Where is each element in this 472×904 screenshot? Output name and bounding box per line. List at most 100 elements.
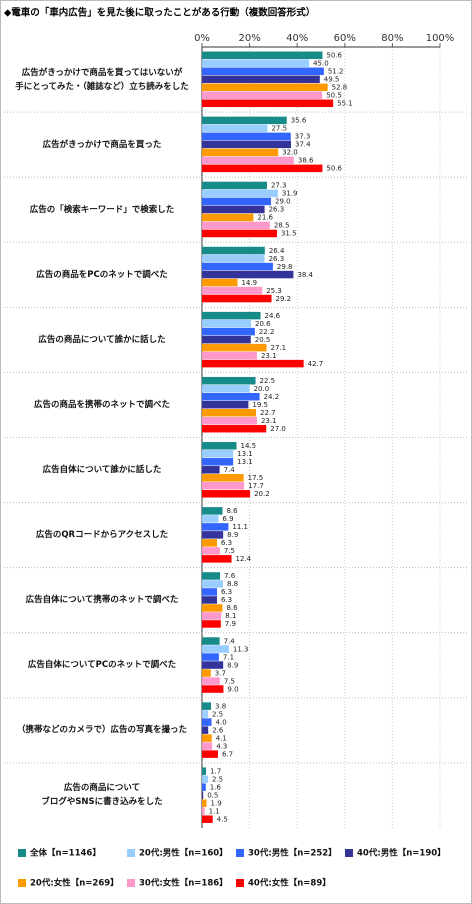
value-label: 12.4 <box>236 555 252 563</box>
value-label: 50.6 <box>326 52 342 60</box>
legend-label: 30代:男性【n=252】 <box>248 848 337 859</box>
bar <box>202 213 254 222</box>
category-label: 広告自体について携帯のネットで調べた <box>25 595 179 606</box>
value-label: 17.7 <box>248 482 264 490</box>
category-label: 広告がきっかけで商品を買った <box>42 139 162 150</box>
bar <box>202 335 251 344</box>
bar <box>202 596 217 604</box>
value-label: 7.6 <box>224 572 236 580</box>
value-label: 50.5 <box>326 92 342 100</box>
bar <box>202 677 220 685</box>
legend-swatch <box>127 879 135 887</box>
value-label: 37.3 <box>295 133 311 141</box>
legend-label: 30代:女性【n=186】 <box>139 878 228 889</box>
value-label: 22.7 <box>260 409 276 417</box>
value-label: 20.6 <box>255 320 271 328</box>
bar <box>202 482 245 490</box>
value-label: 7.4 <box>224 466 236 474</box>
value-label: 7.9 <box>225 620 236 628</box>
bar <box>202 376 256 385</box>
value-label: 24.2 <box>264 393 280 401</box>
bar <box>202 710 208 718</box>
bar <box>202 637 220 645</box>
bar <box>202 442 237 450</box>
bar <box>202 474 244 482</box>
bar <box>202 645 229 653</box>
legend-label: 40代:男性【n=190】 <box>357 848 446 859</box>
bar <box>202 466 220 474</box>
bar <box>202 294 272 303</box>
value-label: 29.8 <box>277 263 293 271</box>
value-label: 9.0 <box>227 685 238 693</box>
value-label: 4.0 <box>216 718 227 726</box>
value-label: 13.1 <box>237 450 253 458</box>
bar <box>202 205 265 214</box>
legend-swatch <box>236 849 244 857</box>
value-label: 7.5 <box>224 677 235 685</box>
bar <box>202 620 221 628</box>
category-label: （携帯などのカメラで）広告の写真を撮った <box>16 725 187 736</box>
value-label: 1.7 <box>210 767 221 775</box>
bar <box>202 148 279 157</box>
value-label: 35.6 <box>291 117 307 125</box>
value-label: 31.9 <box>282 190 298 198</box>
value-label: 50.6 <box>326 165 342 173</box>
value-label: 11.1 <box>232 523 248 531</box>
value-label: 7.5 <box>224 547 235 555</box>
value-label: 14.5 <box>241 442 257 450</box>
value-label: 27.3 <box>271 182 287 190</box>
bar <box>202 416 257 425</box>
value-label: 24.6 <box>265 312 281 320</box>
bar <box>202 181 267 190</box>
bar <box>202 124 268 133</box>
value-label: 22.2 <box>259 328 275 336</box>
value-label: 8.9 <box>227 661 238 669</box>
value-label: 25.3 <box>266 287 282 295</box>
bar <box>202 661 224 669</box>
value-label: 52.8 <box>332 84 348 92</box>
bar <box>202 807 205 815</box>
bar <box>202 278 238 287</box>
value-label: 55.1 <box>337 100 353 108</box>
value-label: 6.3 <box>221 596 232 604</box>
bar <box>202 51 323 60</box>
value-label: 6.9 <box>222 515 233 523</box>
bar <box>202 685 224 693</box>
bar <box>202 132 291 141</box>
bar <box>202 156 294 165</box>
value-label: 6.3 <box>221 588 232 596</box>
value-label: 32.0 <box>282 149 298 157</box>
bar <box>202 718 212 726</box>
bar <box>202 343 267 352</box>
bar <box>202 612 222 620</box>
value-label: 6.3 <box>221 539 232 547</box>
value-label: 26.3 <box>269 206 285 214</box>
bar <box>202 408 257 417</box>
category-label: 広告自体について誰かに話した <box>42 465 162 476</box>
value-label: 11.3 <box>233 645 249 653</box>
bar <box>202 116 287 125</box>
bar <box>202 83 328 92</box>
bar <box>202 726 209 734</box>
value-label: 6.7 <box>222 750 233 758</box>
bar <box>202 254 265 263</box>
value-label: 20.2 <box>254 490 270 498</box>
x-tick-label: 40% <box>286 33 308 44</box>
value-label: 2.5 <box>212 710 223 718</box>
bar <box>202 67 324 76</box>
bar <box>202 490 251 498</box>
value-label: 27.5 <box>271 125 287 133</box>
value-label: 8.1 <box>225 612 236 620</box>
legend-label: 20代:男性【n=160】 <box>139 848 228 859</box>
bar <box>202 384 250 393</box>
value-label: 17.5 <box>248 474 264 482</box>
bar <box>202 75 320 84</box>
bar <box>202 221 270 230</box>
bar <box>202 734 212 742</box>
bar <box>202 750 218 758</box>
value-label: 19.5 <box>252 401 268 409</box>
value-label: 13.1 <box>237 458 253 466</box>
x-tick-label: 60% <box>334 33 356 44</box>
bar <box>202 775 208 783</box>
